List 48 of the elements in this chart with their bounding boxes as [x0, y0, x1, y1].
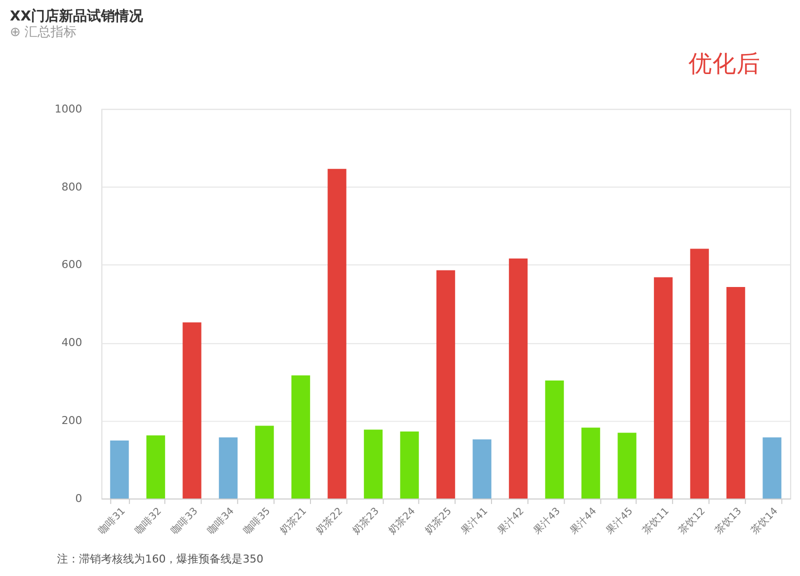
x-tick-label: 茶饮12: [676, 505, 708, 537]
bar: [182, 322, 202, 499]
text: 注：滞销考核线为160，爆推预备线是350: [57, 552, 264, 566]
x-tick-label: 奶茶23: [350, 505, 382, 537]
y-tick-label: 0: [75, 492, 82, 506]
y-tick-label: 200: [62, 414, 82, 428]
x-tick-label: 奶茶22: [314, 505, 346, 537]
bar: [364, 430, 383, 499]
y-tick-label: 800: [62, 180, 82, 194]
bar: [690, 248, 709, 499]
x-tick-label: 咖啡31: [96, 505, 128, 537]
x-tick-label: 果汁41: [458, 505, 490, 537]
bar: [218, 437, 238, 499]
y-tick-label: 400: [62, 336, 82, 350]
y-tick-label: 600: [62, 258, 82, 272]
x-tick-label: 奶茶25: [422, 505, 454, 537]
bar: [291, 375, 310, 499]
x-tick-label: 咖啡33: [168, 505, 200, 537]
x-tick-label: 茶饮11: [640, 505, 672, 537]
x-tick-label: 果汁42: [494, 505, 526, 537]
chart-title: XX门店新品试销情况: [10, 7, 144, 24]
bar: [146, 435, 166, 499]
bar: [581, 428, 600, 499]
bar: [436, 270, 456, 499]
bar: [400, 432, 419, 499]
x-tick-label: 果汁43: [531, 505, 563, 537]
bar: [726, 286, 746, 499]
bar: [654, 277, 673, 499]
x-tick-label: 奶茶21: [277, 505, 309, 537]
bar: [762, 437, 782, 499]
x-tick-label: 茶饮13: [712, 505, 744, 537]
x-tick-label: 奶茶24: [386, 505, 418, 537]
bar: [110, 440, 129, 499]
bar: [472, 439, 492, 499]
x-tick-label: 果汁44: [567, 505, 599, 537]
chart-subtitle: ⊕ 汇总指标: [10, 25, 77, 40]
text: 优化后: [688, 50, 761, 78]
bar: [255, 426, 274, 499]
bar: [618, 432, 636, 499]
bar: [328, 168, 346, 499]
bar: [545, 380, 564, 499]
y-tick-label: 1000: [54, 102, 82, 116]
bar: [508, 258, 528, 499]
x-tick-label: 果汁45: [604, 505, 636, 537]
x-tick-label: 茶饮14: [748, 505, 780, 537]
x-tick-label: 咖啡35: [241, 505, 273, 537]
x-tick-label: 咖啡32: [132, 505, 164, 537]
x-tick-label: 咖啡34: [204, 505, 236, 537]
